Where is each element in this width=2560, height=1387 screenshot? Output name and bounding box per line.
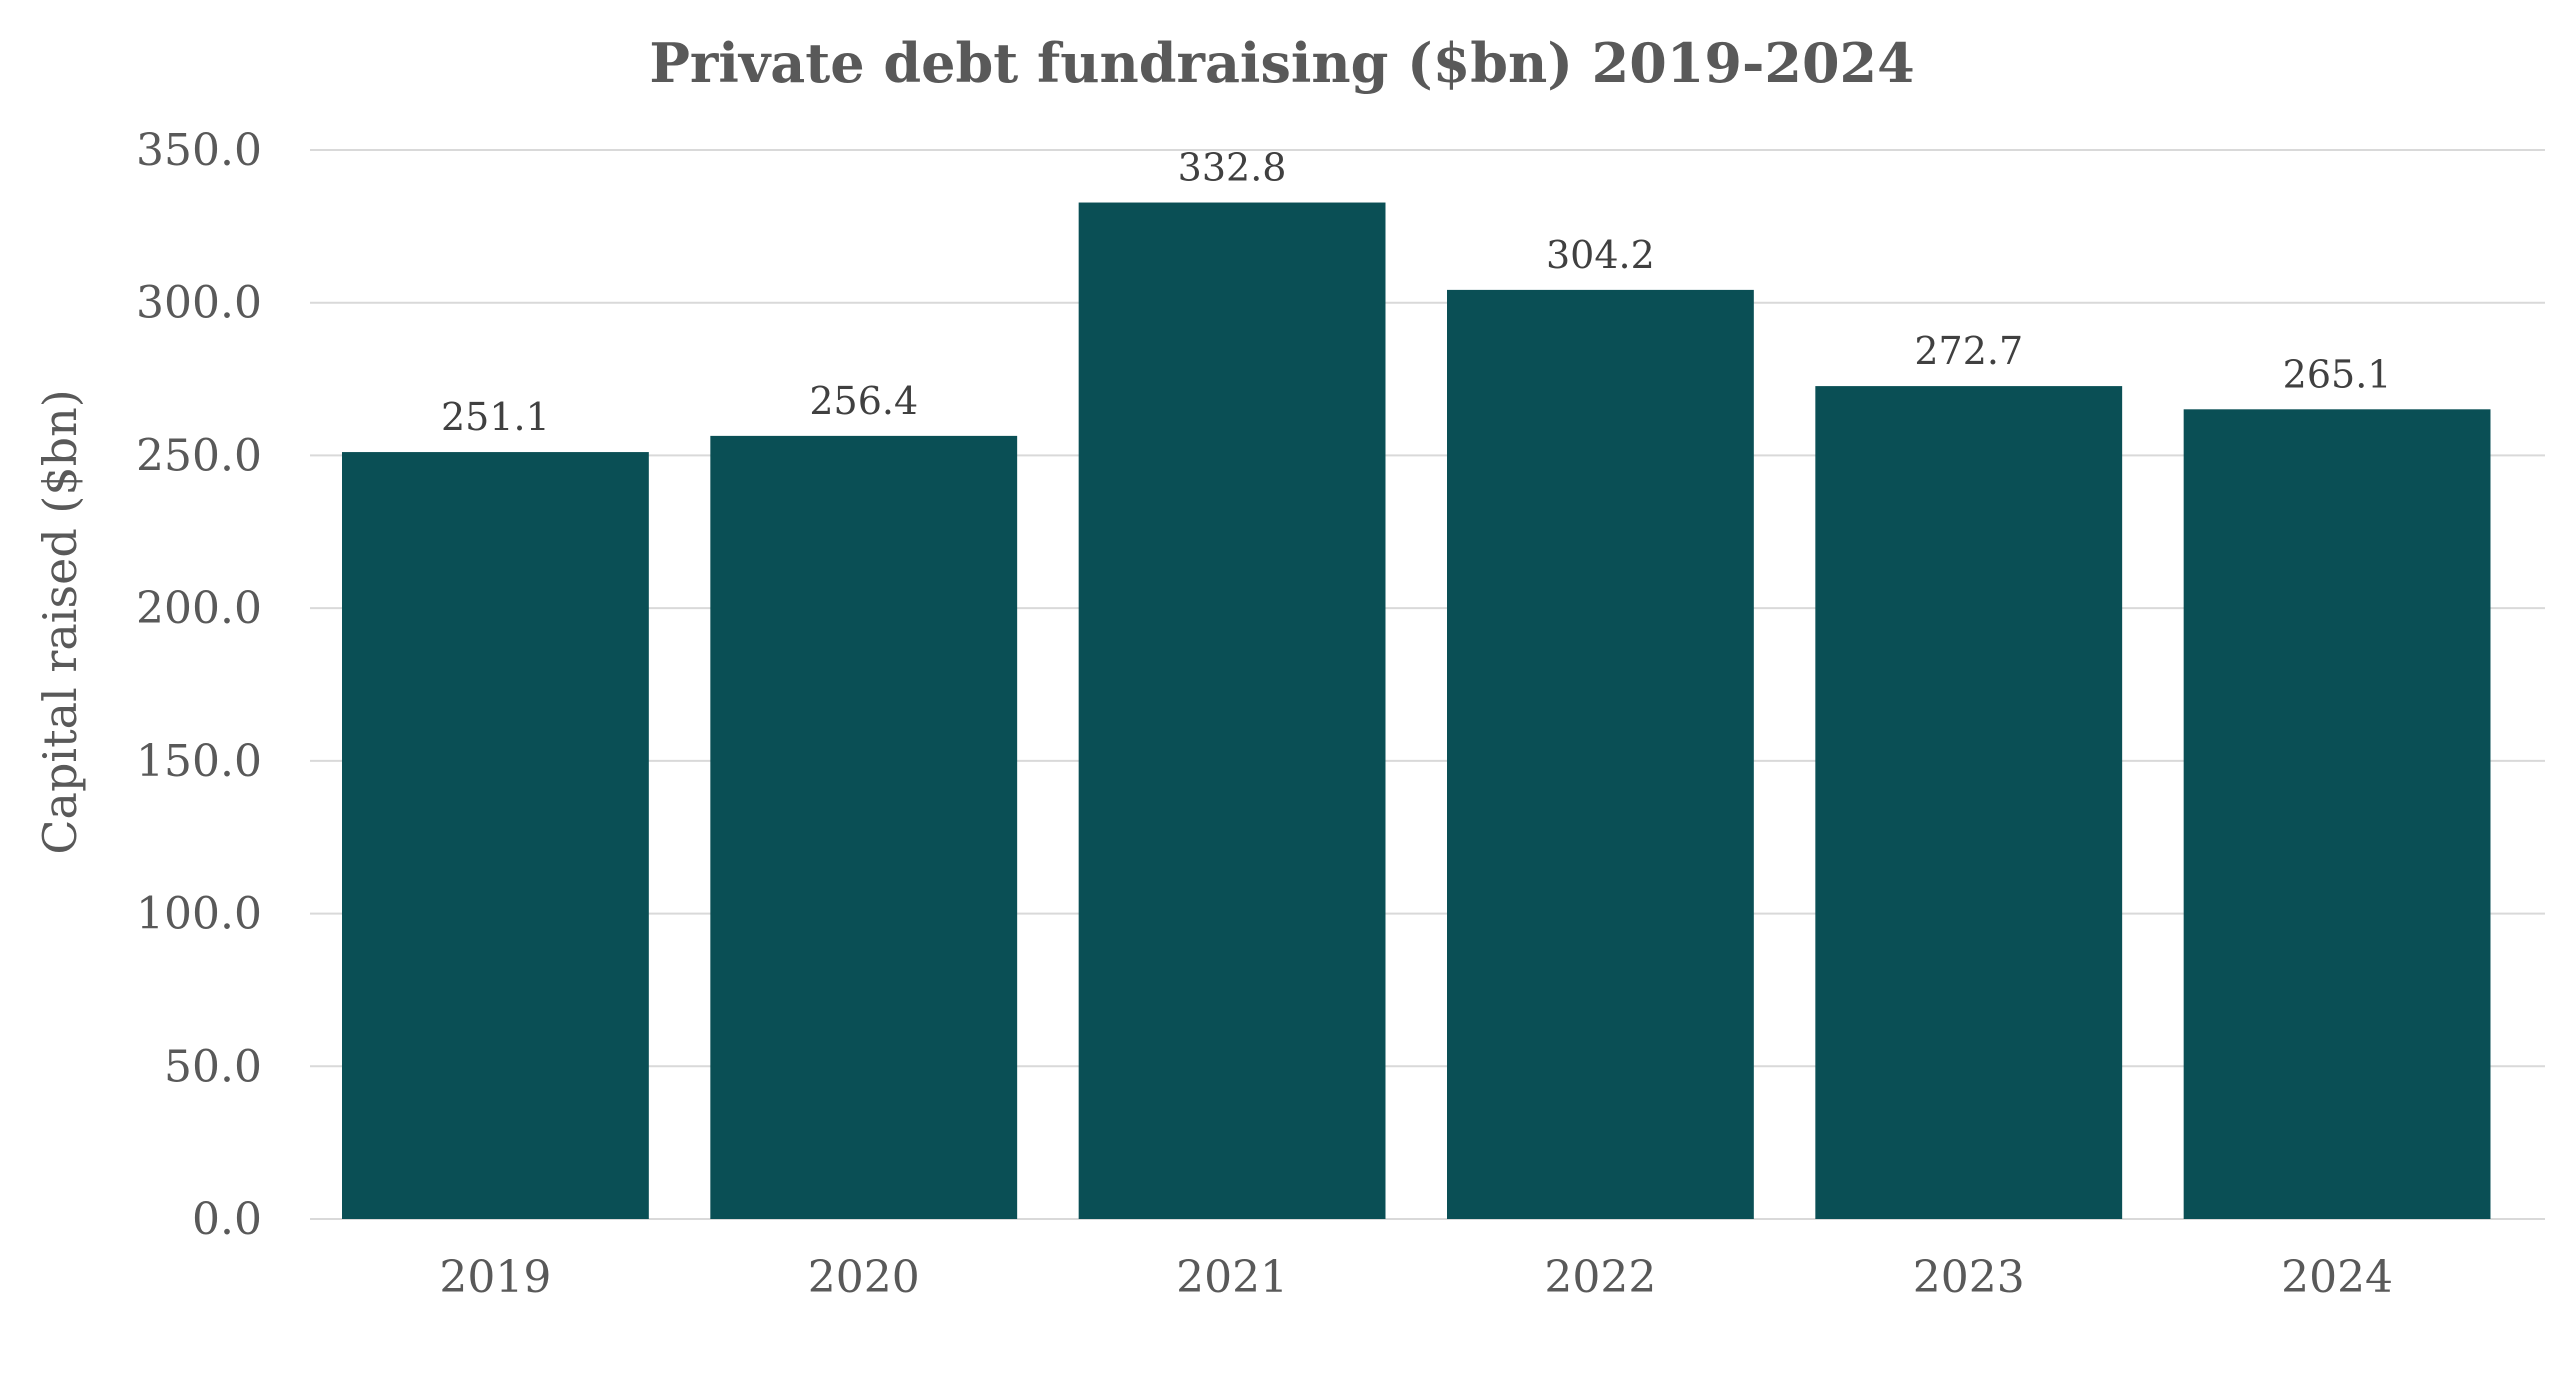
x-tick-label: 2024: [2281, 1252, 2393, 1303]
bar-2024: [2183, 409, 2491, 1220]
x-tick-label: 2022: [1544, 1252, 1656, 1303]
y-tick-label: 200.0: [136, 583, 262, 634]
bar-2020: [710, 435, 1018, 1220]
bar-2021: [1078, 202, 1386, 1220]
x-axis-ticks: 2019 2020 2021 2022 2023 2024: [439, 1252, 2393, 1303]
y-tick-label: 350.0: [136, 125, 262, 176]
bar-2023: [1815, 386, 2123, 1219]
y-tick-label: 150.0: [136, 736, 262, 787]
data-label-2024: 265.1: [2283, 352, 2392, 396]
data-label-2022: 304.2: [1546, 233, 1655, 277]
y-axis-ticks: 0.0 50.0 100.0 150.0 200.0 250.0 300.0 350.0: [136, 125, 262, 1245]
x-tick-label: 2021: [1176, 1252, 1288, 1303]
y-tick-label: 250.0: [136, 430, 262, 481]
data-label-2019: 251.1: [441, 395, 550, 439]
x-tick-label: 2020: [808, 1252, 920, 1303]
chart-title: Private debt fundraising ($bn) 2019-2024: [649, 31, 1914, 95]
y-tick-label: 300.0: [136, 278, 262, 329]
bar-2022: [1447, 289, 1754, 1219]
bar-2019: [342, 452, 649, 1219]
data-label-2021: 332.8: [1178, 146, 1287, 190]
gridlines: [310, 149, 2545, 1220]
data-label-2020: 256.4: [809, 379, 918, 423]
data-labels: 251.1 256.4 332.8 304.2 272.7 265.1: [441, 146, 2391, 440]
y-axis-label: Capital raised ($bn): [33, 389, 87, 854]
bars: [342, 202, 2491, 1220]
x-tick-label: 2019: [439, 1252, 551, 1303]
y-tick-label: 100.0: [136, 889, 262, 940]
data-label-2023: 272.7: [1914, 329, 2023, 373]
y-tick-label: 0.0: [192, 1194, 262, 1245]
x-tick-label: 2023: [1913, 1252, 2025, 1303]
y-tick-label: 50.0: [164, 1041, 262, 1092]
